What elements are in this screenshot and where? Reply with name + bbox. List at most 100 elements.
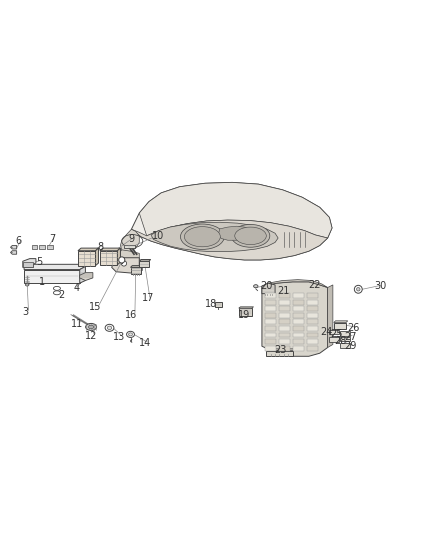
Polygon shape bbox=[262, 282, 328, 356]
Polygon shape bbox=[340, 343, 350, 348]
Bar bbox=[279, 339, 290, 344]
Text: 21: 21 bbox=[278, 286, 290, 296]
Text: 9: 9 bbox=[128, 235, 134, 244]
Polygon shape bbox=[340, 332, 350, 336]
Bar bbox=[265, 326, 276, 331]
Polygon shape bbox=[329, 330, 339, 334]
Polygon shape bbox=[262, 280, 328, 287]
Text: 22: 22 bbox=[308, 280, 321, 290]
Polygon shape bbox=[115, 250, 139, 272]
Polygon shape bbox=[80, 273, 93, 280]
Polygon shape bbox=[262, 283, 275, 294]
Bar bbox=[307, 306, 318, 311]
Polygon shape bbox=[266, 351, 293, 356]
Bar bbox=[307, 346, 318, 351]
Text: 12: 12 bbox=[85, 330, 97, 341]
Polygon shape bbox=[266, 349, 295, 351]
Polygon shape bbox=[124, 245, 135, 248]
Polygon shape bbox=[131, 220, 328, 260]
Ellipse shape bbox=[184, 227, 220, 247]
Text: 7: 7 bbox=[49, 235, 56, 244]
Ellipse shape bbox=[235, 227, 266, 245]
Polygon shape bbox=[95, 248, 99, 265]
Bar bbox=[293, 319, 304, 324]
Bar bbox=[293, 346, 304, 351]
Bar bbox=[279, 333, 290, 337]
Polygon shape bbox=[139, 182, 332, 238]
Polygon shape bbox=[39, 246, 45, 249]
Polygon shape bbox=[100, 248, 120, 251]
Ellipse shape bbox=[53, 291, 60, 295]
Polygon shape bbox=[151, 222, 278, 252]
Polygon shape bbox=[334, 322, 346, 329]
Bar bbox=[293, 306, 304, 311]
Polygon shape bbox=[120, 229, 139, 253]
Polygon shape bbox=[11, 251, 17, 254]
Text: 10: 10 bbox=[152, 231, 164, 241]
Polygon shape bbox=[334, 321, 348, 322]
Ellipse shape bbox=[25, 284, 29, 286]
Bar bbox=[293, 326, 304, 331]
Polygon shape bbox=[32, 246, 37, 249]
Text: 18: 18 bbox=[205, 298, 217, 309]
Ellipse shape bbox=[107, 326, 112, 329]
Polygon shape bbox=[215, 302, 222, 307]
Polygon shape bbox=[100, 251, 117, 265]
Bar bbox=[279, 326, 290, 331]
Polygon shape bbox=[239, 308, 252, 316]
Polygon shape bbox=[11, 246, 17, 249]
Bar bbox=[265, 319, 276, 324]
Polygon shape bbox=[47, 246, 53, 249]
Text: 25: 25 bbox=[330, 329, 343, 340]
Polygon shape bbox=[131, 182, 332, 260]
Text: 20: 20 bbox=[260, 281, 272, 291]
Polygon shape bbox=[24, 264, 85, 270]
Bar bbox=[293, 333, 304, 337]
Polygon shape bbox=[112, 258, 139, 273]
Ellipse shape bbox=[105, 324, 114, 332]
Text: 29: 29 bbox=[344, 341, 357, 351]
Bar bbox=[265, 333, 276, 337]
Bar bbox=[23, 262, 33, 267]
Bar bbox=[307, 293, 318, 298]
Bar bbox=[265, 313, 276, 318]
Bar bbox=[293, 293, 304, 298]
Text: 27: 27 bbox=[344, 332, 357, 342]
Polygon shape bbox=[131, 265, 143, 268]
Ellipse shape bbox=[88, 325, 94, 329]
Circle shape bbox=[354, 285, 362, 293]
Bar bbox=[279, 300, 290, 304]
Ellipse shape bbox=[129, 333, 132, 336]
Ellipse shape bbox=[127, 332, 134, 337]
Text: 5: 5 bbox=[36, 257, 42, 267]
Bar bbox=[265, 306, 276, 311]
Text: 17: 17 bbox=[142, 293, 154, 303]
Text: 26: 26 bbox=[348, 323, 360, 333]
Text: 28: 28 bbox=[335, 336, 347, 346]
Polygon shape bbox=[23, 259, 36, 268]
Polygon shape bbox=[78, 251, 95, 265]
Bar bbox=[279, 319, 290, 324]
Text: 19: 19 bbox=[238, 310, 251, 320]
Bar bbox=[293, 339, 304, 344]
Polygon shape bbox=[131, 268, 141, 274]
Polygon shape bbox=[239, 307, 254, 308]
Text: 24: 24 bbox=[320, 327, 332, 337]
Ellipse shape bbox=[53, 286, 60, 290]
Text: 15: 15 bbox=[89, 302, 102, 312]
Text: 8: 8 bbox=[98, 242, 104, 252]
Ellipse shape bbox=[86, 324, 96, 330]
Circle shape bbox=[119, 257, 125, 263]
Ellipse shape bbox=[180, 224, 224, 249]
Ellipse shape bbox=[231, 224, 270, 247]
Polygon shape bbox=[139, 261, 149, 268]
Text: 4: 4 bbox=[74, 284, 80, 293]
Text: 2: 2 bbox=[58, 290, 64, 300]
Bar bbox=[307, 339, 318, 344]
Polygon shape bbox=[78, 248, 99, 251]
Text: 23: 23 bbox=[274, 345, 286, 355]
Text: 3: 3 bbox=[22, 308, 28, 318]
Polygon shape bbox=[329, 337, 339, 342]
Bar bbox=[307, 313, 318, 318]
Text: 14: 14 bbox=[139, 338, 152, 348]
